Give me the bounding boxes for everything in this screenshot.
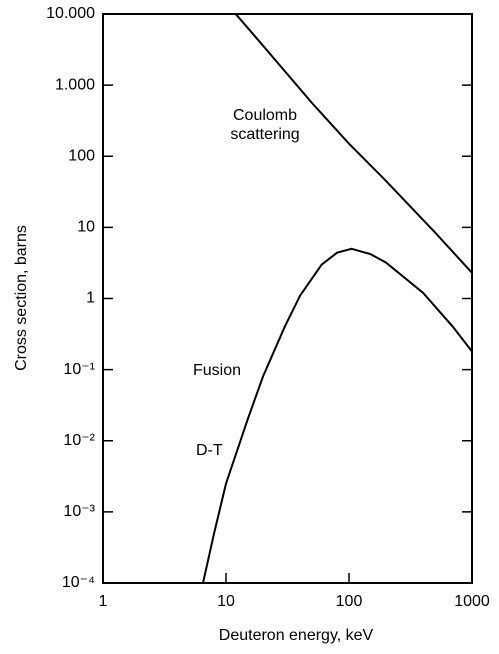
y-tick-label: 10⁻⁴ [62, 574, 95, 591]
y-tick-label: 10.000 [46, 5, 95, 22]
y-tick-label: 10⁻³ [63, 503, 95, 520]
x-tick-label: 1000 [454, 593, 490, 610]
y-axis-label: Cross section, barns [13, 225, 30, 371]
curve [202, 247, 472, 583]
x-axis-label: Deuteron energy, keV [219, 627, 374, 644]
y-tick-label: 1 [86, 290, 95, 307]
y-tick-label: 10⁻² [63, 432, 95, 449]
plot-frame [102, 13, 473, 584]
curve [234, 14, 472, 274]
y-tick-label: 100 [68, 147, 95, 164]
annotation: scattering [230, 126, 299, 143]
annotation: D-T [196, 442, 223, 459]
y-tick-label: 10⁻¹ [63, 361, 95, 378]
y-tick-label: 1.000 [55, 76, 95, 93]
x-tick-label: 10 [217, 593, 235, 610]
annotation: Coulomb [233, 107, 297, 124]
annotation: Fusion [193, 362, 241, 379]
x-tick-label: 100 [336, 593, 363, 610]
y-tick-label: 10 [77, 219, 95, 236]
x-tick-label: 1 [99, 593, 108, 610]
